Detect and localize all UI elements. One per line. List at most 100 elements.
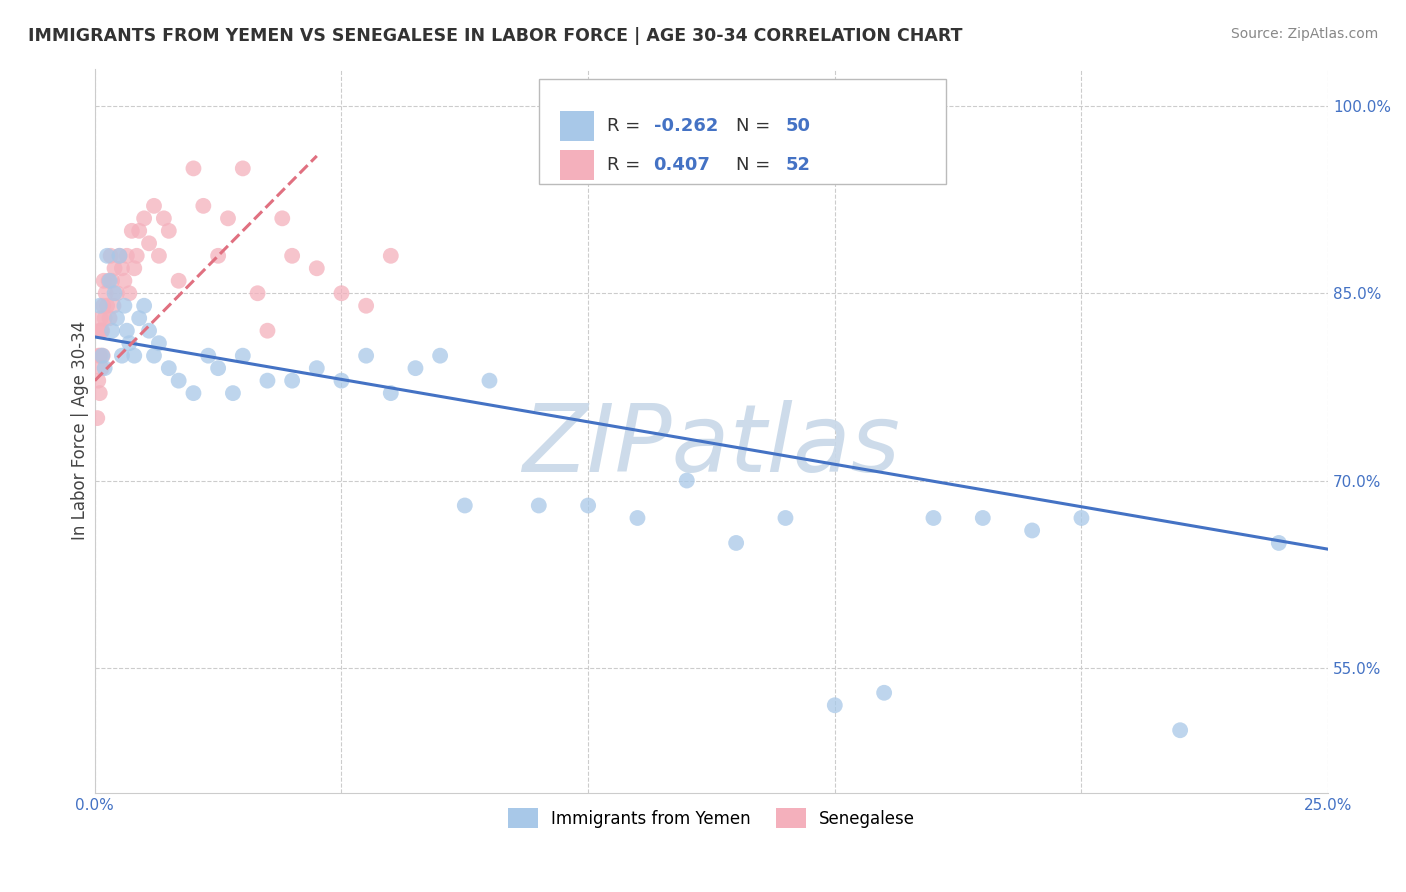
Text: R =: R = <box>606 156 645 174</box>
Text: N =: N = <box>737 156 776 174</box>
Point <box>112 274 135 288</box>
Point <box>527 499 550 513</box>
Point <box>105 311 128 326</box>
Point <box>96 249 118 263</box>
Point <box>89 386 111 401</box>
Point <box>143 349 166 363</box>
Point <box>197 349 219 363</box>
Point <box>148 336 170 351</box>
Point <box>93 311 115 326</box>
Text: -0.262: -0.262 <box>654 117 718 135</box>
Point <box>626 511 648 525</box>
Point <box>775 511 797 525</box>
Point <box>972 511 994 525</box>
Point <box>404 361 426 376</box>
Y-axis label: In Labor Force | Age 30-34: In Labor Force | Age 30-34 <box>72 321 89 541</box>
Point <box>115 324 138 338</box>
Point <box>87 349 110 363</box>
Point <box>873 686 896 700</box>
Point <box>86 411 108 425</box>
Point <box>1021 524 1043 538</box>
Point <box>98 274 121 288</box>
Point <box>111 261 134 276</box>
Text: IMMIGRANTS FROM YEMEN VS SENEGALESE IN LABOR FORCE | AGE 30-34 CORRELATION CHART: IMMIGRANTS FROM YEMEN VS SENEGALESE IN L… <box>28 27 963 45</box>
Point <box>101 324 124 338</box>
Point <box>824 698 846 713</box>
Point <box>143 199 166 213</box>
Point <box>305 361 328 376</box>
Bar <box>560 150 595 180</box>
Point <box>478 374 501 388</box>
Point <box>330 374 353 388</box>
Point <box>1070 511 1092 525</box>
Point <box>121 224 143 238</box>
Point <box>112 299 135 313</box>
Point <box>271 211 294 226</box>
Point <box>138 236 160 251</box>
Point <box>157 361 180 376</box>
Point <box>111 349 134 363</box>
Point <box>183 161 205 176</box>
Point <box>354 349 377 363</box>
Point <box>1268 536 1291 550</box>
FancyBboxPatch shape <box>538 79 946 185</box>
Point <box>354 299 377 313</box>
Point <box>281 249 304 263</box>
Point <box>93 274 115 288</box>
Point <box>101 274 124 288</box>
Text: 0.407: 0.407 <box>654 156 710 174</box>
Point <box>108 249 131 263</box>
Point <box>118 286 141 301</box>
Text: 50: 50 <box>786 117 810 135</box>
Point <box>256 374 278 388</box>
Point <box>100 249 122 263</box>
Point <box>91 349 114 363</box>
Point <box>103 261 125 276</box>
Point <box>330 286 353 301</box>
Point <box>91 324 114 338</box>
Point <box>148 249 170 263</box>
Point <box>89 299 111 313</box>
Point <box>115 249 138 263</box>
Text: ZIPatlas: ZIPatlas <box>523 400 900 491</box>
Text: N =: N = <box>737 117 776 135</box>
Point <box>576 499 599 513</box>
Point <box>167 274 190 288</box>
Point <box>108 249 131 263</box>
Point <box>128 311 150 326</box>
Point <box>134 299 156 313</box>
Text: 52: 52 <box>786 156 810 174</box>
Point <box>122 349 145 363</box>
Point <box>97 274 120 288</box>
Point <box>94 286 117 301</box>
Point <box>207 249 229 263</box>
Point <box>305 261 328 276</box>
Point <box>153 211 176 226</box>
Point <box>922 511 945 525</box>
Point <box>103 286 125 301</box>
Point <box>93 361 115 376</box>
Point <box>91 349 114 363</box>
Point <box>134 211 156 226</box>
Point <box>90 311 112 326</box>
Point <box>128 224 150 238</box>
Point <box>281 374 304 388</box>
Point <box>675 474 697 488</box>
Point <box>90 324 112 338</box>
Point <box>167 374 190 388</box>
Point <box>105 286 128 301</box>
Point <box>103 299 125 313</box>
Point <box>125 249 148 263</box>
Point <box>96 299 118 313</box>
Bar <box>560 111 595 141</box>
Point <box>380 249 402 263</box>
Point <box>98 311 121 326</box>
Point <box>122 261 145 276</box>
Point <box>90 361 112 376</box>
Point <box>118 336 141 351</box>
Text: R =: R = <box>606 117 645 135</box>
Point <box>89 324 111 338</box>
Point <box>256 324 278 338</box>
Legend: Immigrants from Yemen, Senegalese: Immigrants from Yemen, Senegalese <box>501 801 922 835</box>
Point <box>91 299 114 313</box>
